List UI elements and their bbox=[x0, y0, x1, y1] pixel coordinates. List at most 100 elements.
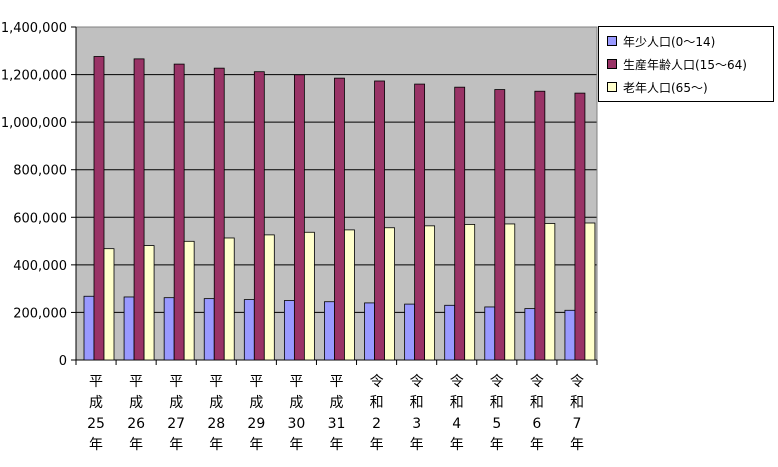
bar-0-7 bbox=[364, 302, 375, 361]
bar-0-1 bbox=[123, 296, 135, 361]
x-tick-label: 27 bbox=[167, 416, 185, 432]
x-tick-label: 令 bbox=[570, 374, 584, 390]
x-tick-label: 7 bbox=[573, 416, 582, 432]
x-tick-label: 平 bbox=[249, 374, 263, 390]
x-tick-label: 和 bbox=[530, 395, 544, 411]
legend-label-1: 生産年齢人口(15～64) bbox=[623, 57, 747, 72]
bar-2-3 bbox=[223, 237, 235, 361]
bar-2-7 bbox=[384, 227, 395, 361]
x-tick-label: 和 bbox=[410, 395, 424, 411]
x-tick-label: 令 bbox=[410, 374, 424, 390]
y-tick-label: 1,000,000 bbox=[1, 116, 67, 131]
y-tick-label: 400,000 bbox=[13, 259, 67, 274]
bar-1-9 bbox=[454, 86, 466, 361]
bar-1-5 bbox=[293, 74, 305, 361]
x-tick-label: 28 bbox=[207, 416, 225, 432]
legend-label-2: 老年人口(65～) bbox=[623, 80, 708, 95]
x-tick-label: 29 bbox=[247, 416, 265, 432]
x-tick-label: 令 bbox=[450, 374, 464, 390]
bar-2-8 bbox=[424, 225, 436, 361]
x-tick-label: 令 bbox=[490, 374, 504, 390]
x-tick-label: 成 bbox=[169, 395, 183, 411]
y-tick-label: 800,000 bbox=[13, 164, 67, 179]
bar-0-9 bbox=[444, 304, 456, 361]
y-tick-label: 0 bbox=[59, 354, 67, 369]
x-tick-label: 令 bbox=[370, 374, 384, 390]
x-tick-label: 平 bbox=[169, 374, 183, 390]
bar-1-12 bbox=[574, 92, 586, 361]
x-tick-label: 年 bbox=[490, 437, 504, 453]
x-tick-label: 年 bbox=[249, 437, 263, 453]
x-tick-label: 平 bbox=[129, 374, 143, 390]
bar-0-8 bbox=[404, 303, 416, 361]
legend-swatch-1 bbox=[607, 59, 617, 69]
bar-0-10 bbox=[484, 306, 496, 361]
x-tick-label: 令 bbox=[530, 374, 544, 390]
x-tick-label: 2 bbox=[372, 416, 381, 432]
legend-label-0: 年少人口(0～14) bbox=[623, 34, 716, 49]
bar-0-6 bbox=[324, 301, 335, 361]
x-tick-label: 年 bbox=[330, 437, 344, 453]
x-tick-label: 31 bbox=[328, 416, 346, 432]
bar-2-2 bbox=[183, 240, 195, 361]
x-tick-label: 成 bbox=[209, 395, 223, 411]
bar-1-8 bbox=[414, 83, 426, 361]
bar-1-6 bbox=[334, 77, 345, 361]
x-tick-label: 年 bbox=[89, 437, 103, 453]
bar-2-12 bbox=[584, 222, 596, 361]
bar-1-11 bbox=[534, 90, 546, 361]
bar-0-2 bbox=[163, 297, 175, 361]
x-tick-label: 平 bbox=[209, 374, 223, 390]
legend-item-1: 生産年齢人口(15～64) bbox=[607, 56, 747, 72]
x-tick-label: 平 bbox=[289, 374, 303, 390]
x-tick-label: 4 bbox=[452, 416, 461, 432]
x-tick-label: 30 bbox=[288, 416, 306, 432]
y-tick-label: 200,000 bbox=[13, 306, 67, 321]
x-tick-label: 25 bbox=[87, 416, 105, 432]
y-tick-label: 1,200,000 bbox=[1, 69, 67, 84]
bar-1-3 bbox=[213, 67, 225, 361]
x-tick-label: 6 bbox=[532, 416, 541, 432]
x-tick-label: 年 bbox=[209, 437, 223, 453]
bar-1-10 bbox=[494, 89, 506, 361]
legend-item-2: 老年人口(65～) bbox=[607, 79, 708, 95]
bar-0-3 bbox=[203, 298, 215, 361]
x-tick-label: 5 bbox=[492, 416, 501, 432]
x-tick-label: 3 bbox=[412, 416, 421, 432]
bar-2-6 bbox=[344, 229, 355, 361]
x-tick-label: 年 bbox=[169, 437, 183, 453]
x-tick-label: 成 bbox=[249, 395, 263, 411]
x-tick-label: 年 bbox=[570, 437, 584, 453]
x-tick-label: 成 bbox=[129, 395, 143, 411]
legend-swatch-0 bbox=[607, 36, 617, 46]
bar-1-1 bbox=[133, 58, 145, 361]
x-tick-label: 成 bbox=[330, 395, 344, 411]
bar-2-5 bbox=[303, 231, 315, 361]
bar-0-11 bbox=[524, 308, 536, 361]
x-tick-label: 年 bbox=[530, 437, 544, 453]
bar-0-5 bbox=[283, 300, 295, 361]
bar-0-0 bbox=[83, 295, 95, 361]
bar-0-12 bbox=[564, 309, 576, 361]
x-tick-label: 和 bbox=[450, 395, 464, 411]
x-tick-label: 年 bbox=[450, 437, 464, 453]
x-tick-label: 年 bbox=[129, 437, 143, 453]
bar-2-4 bbox=[263, 234, 275, 361]
bar-1-4 bbox=[253, 71, 265, 361]
x-tick-label: 成 bbox=[289, 395, 303, 411]
chart-legend: 年少人口(0～14) 生産年齢人口(15～64) 老年人口(65～) bbox=[598, 26, 774, 102]
bar-2-9 bbox=[464, 224, 476, 361]
bar-2-10 bbox=[504, 223, 516, 361]
legend-item-0: 年少人口(0～14) bbox=[607, 33, 715, 49]
y-tick-label: 600,000 bbox=[13, 211, 67, 226]
x-tick-label: 年 bbox=[289, 437, 303, 453]
x-tick-label: 和 bbox=[370, 395, 384, 411]
x-tick-label: 年 bbox=[370, 437, 384, 453]
x-tick-label: 平 bbox=[89, 374, 103, 390]
bar-1-0 bbox=[93, 56, 105, 361]
y-tick-label: 1,400,000 bbox=[1, 21, 67, 36]
x-tick-label: 和 bbox=[490, 395, 504, 411]
x-tick-label: 平 bbox=[330, 374, 344, 390]
x-tick-label: 年 bbox=[410, 437, 424, 453]
